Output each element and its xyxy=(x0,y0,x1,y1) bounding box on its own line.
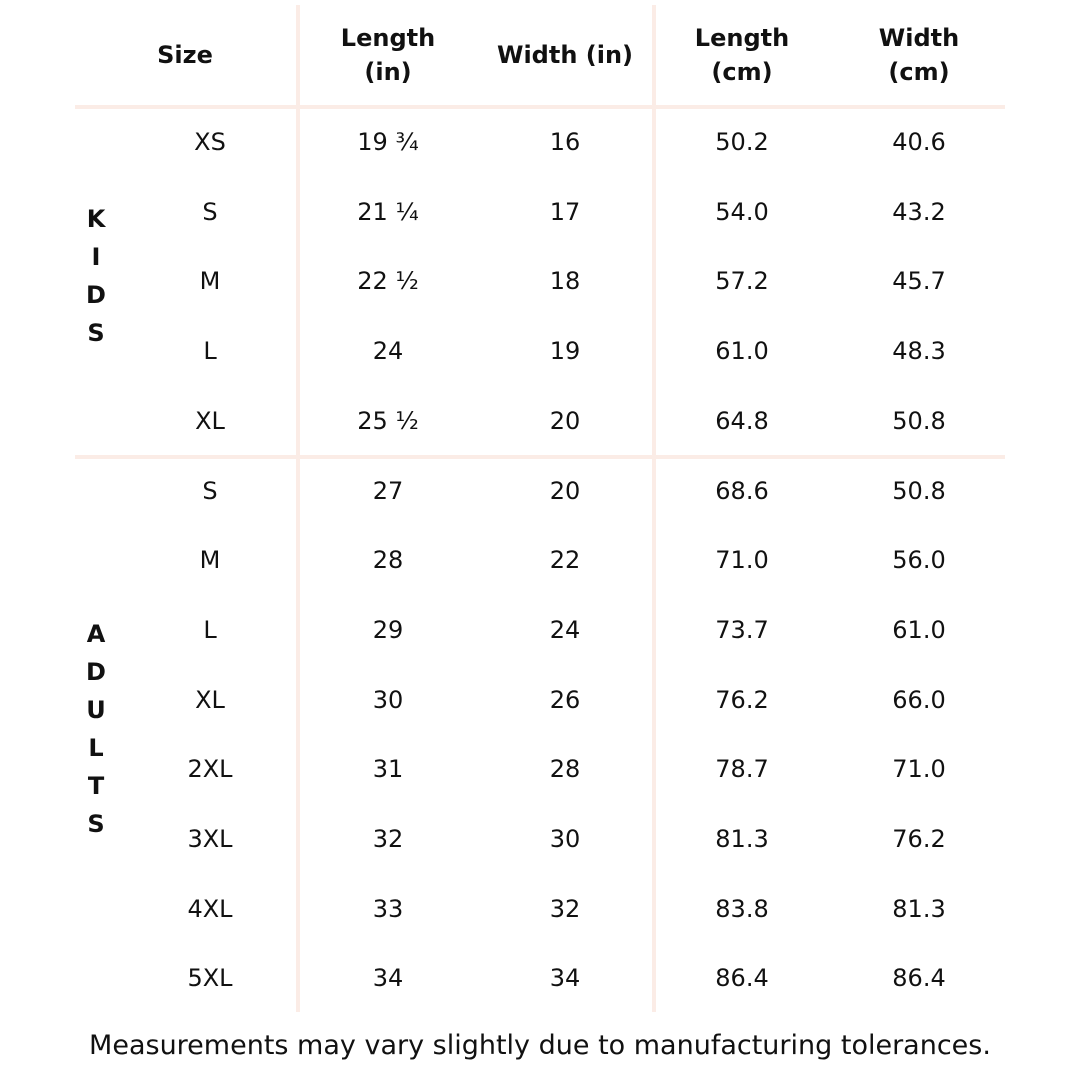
column-header: Width (in) xyxy=(497,38,633,72)
table-cell: 30 xyxy=(372,685,404,714)
table-cell: 61.0 xyxy=(715,337,769,366)
table-cell: XS xyxy=(194,128,226,156)
table-cell: 76.2 xyxy=(892,825,946,853)
table-cell: 25 ½ xyxy=(357,406,419,435)
table-cell: 5XL xyxy=(187,964,233,993)
table-cell: XL xyxy=(195,685,225,714)
table-cell: 24 xyxy=(372,337,404,366)
header-line: (cm) xyxy=(711,58,773,86)
table-cell: M xyxy=(199,546,221,575)
table-cell: 43.2 xyxy=(892,197,946,226)
table-cell: 81.3 xyxy=(892,894,946,923)
table-cell: M xyxy=(199,267,221,296)
table-cell: 64.8 xyxy=(715,406,769,435)
column-header: Length (in) xyxy=(341,21,435,89)
header-line: Width (in) xyxy=(496,41,634,69)
table-cell: 2XL xyxy=(187,755,233,784)
table-cell: L xyxy=(203,337,217,366)
table-cell: S xyxy=(202,197,218,226)
table-cell: 66.0 xyxy=(892,685,946,714)
table-cell: 45.7 xyxy=(892,267,946,296)
header-line: Width xyxy=(878,24,960,52)
table-cell: 86.4 xyxy=(892,964,946,993)
header-line: Length xyxy=(340,24,436,52)
table-cell: XL xyxy=(195,406,225,435)
table-cell: 57.2 xyxy=(715,267,769,296)
table-cell: 21 ¼ xyxy=(357,197,419,226)
table-cell: 26 xyxy=(549,685,581,714)
group-label: KIDS xyxy=(82,205,110,358)
header-line: Length xyxy=(694,24,790,52)
table-cell: 28 xyxy=(549,755,581,784)
table-cell: 34 xyxy=(372,964,404,993)
table-cell: 54.0 xyxy=(715,197,769,226)
table-cell: 48.3 xyxy=(892,337,946,366)
table-cell: 22 ½ xyxy=(357,267,419,296)
table-cell: 71.0 xyxy=(715,546,769,575)
header-line: (in) xyxy=(364,58,412,86)
table-cell: L xyxy=(203,615,217,644)
table-cell: 22 xyxy=(549,546,581,575)
table-cell: 32 xyxy=(372,825,404,853)
table-cell: 20 xyxy=(549,406,581,435)
table-cell: 29 xyxy=(372,615,404,644)
table-cell: 50.8 xyxy=(892,476,946,505)
table-cell: 19 xyxy=(549,337,581,366)
table-cell: 61.0 xyxy=(892,615,946,644)
table-cell: 50.2 xyxy=(715,128,769,156)
table-cell: 78.7 xyxy=(715,755,769,784)
table-cell: 3XL xyxy=(187,825,233,853)
table-cell: 33 xyxy=(372,894,404,923)
divider xyxy=(75,105,1005,109)
table-cell: 18 xyxy=(549,267,581,296)
header-line: Size xyxy=(157,41,213,69)
table-cell: 83.8 xyxy=(715,894,769,923)
table-cell: 86.4 xyxy=(715,964,769,993)
table-cell: 76.2 xyxy=(715,685,769,714)
divider xyxy=(652,5,656,1012)
divider xyxy=(75,455,1005,459)
table-cell: 20 xyxy=(549,476,581,505)
table-cell: 50.8 xyxy=(892,406,946,435)
column-header: Length (cm) xyxy=(695,21,789,89)
table-cell: 30 xyxy=(549,825,581,853)
table-cell: 32 xyxy=(549,894,581,923)
table-cell: 4XL xyxy=(187,894,233,923)
table-cell: 17 xyxy=(549,197,581,226)
table-cell: 73.7 xyxy=(715,615,769,644)
table-cell: 19 ¾ xyxy=(357,128,419,156)
column-header: Width (cm) xyxy=(879,21,959,89)
table-cell: 27 xyxy=(372,476,404,505)
table-cell: 16 xyxy=(549,128,581,156)
table-cell: 56.0 xyxy=(892,546,946,575)
table-cell: 34 xyxy=(549,964,581,993)
table-cell: 28 xyxy=(372,546,404,575)
header-line: (cm) xyxy=(888,58,950,86)
table-cell: S xyxy=(202,476,218,505)
table-cell: 81.3 xyxy=(715,825,769,853)
table-cell: 24 xyxy=(549,615,581,644)
column-header: Size xyxy=(157,38,213,72)
table-cell: 68.6 xyxy=(715,476,769,505)
footer-note: Measurements may vary slightly due to ma… xyxy=(89,1030,991,1061)
table-cell: 31 xyxy=(372,755,404,784)
group-label: ADULTS xyxy=(82,620,110,849)
divider xyxy=(296,5,300,1012)
table-cell: 40.6 xyxy=(892,128,946,156)
table-cell: 71.0 xyxy=(892,755,946,784)
